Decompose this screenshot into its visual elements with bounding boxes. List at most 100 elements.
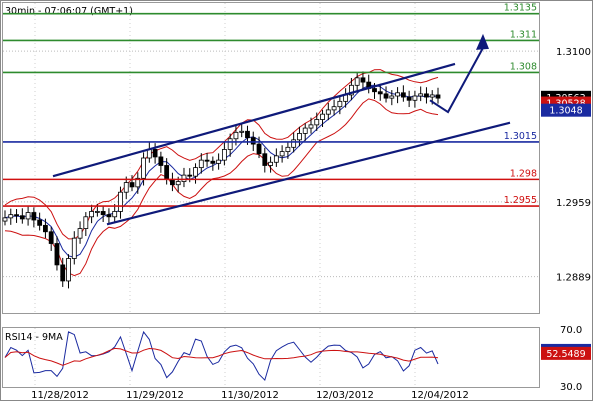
candle-body: [250, 137, 256, 145]
candle-body: [320, 113, 325, 120]
rsi-panel-frame: [2, 327, 540, 388]
candle-body: [354, 77, 360, 86]
level-label: 1.308: [510, 61, 537, 72]
candle-body: [129, 182, 135, 188]
candle-body: [94, 211, 100, 213]
candle-body: [400, 92, 406, 98]
candle-body: [435, 94, 441, 99]
rsi-tag-label: 52.5489: [546, 349, 585, 360]
price-tag-label: 1.3048: [549, 106, 582, 117]
price-axis: 1.3100 1.2959 1.2889: [556, 47, 591, 284]
candle-body: [418, 93, 424, 97]
level-label: 1.311: [510, 29, 537, 40]
candle-body: [314, 119, 320, 126]
candle-body: [66, 258, 71, 282]
price-tick-label: 1.2889: [556, 273, 591, 284]
candle-body: [71, 237, 77, 259]
rsi-axis: 70.0 30.0: [560, 325, 582, 393]
candle-body: [412, 95, 418, 101]
candle-body: [302, 127, 308, 134]
trend-channel: [52, 33, 511, 226]
candle-body: [187, 174, 193, 177]
time-axis: 11/28/2012 11/29/2012 11/30/2012 12/03/2012…: [31, 390, 469, 401]
candle-body: [429, 94, 435, 98]
candle-body: [383, 93, 389, 99]
candle-body: [262, 153, 268, 166]
candle-body: [2, 217, 8, 222]
candle-body: [360, 77, 366, 83]
candle-body: [210, 160, 216, 164]
candle-body: [331, 106, 337, 111]
candle-body: [256, 143, 262, 155]
candle-body: [77, 228, 83, 239]
time-tick-label: 11/28/2012: [31, 390, 89, 401]
candle-body: [297, 133, 302, 141]
candle-body: [279, 151, 285, 157]
chart-header: 30min - 07:06:07 (GMT+1): [5, 6, 133, 17]
time-tick-label: 11/29/2012: [126, 390, 184, 401]
candle-body: [8, 214, 14, 219]
price-tick-label: 1.3100: [556, 47, 591, 58]
candle-body: [348, 84, 354, 96]
projection-path: [429, 47, 484, 114]
candle-body: [406, 96, 412, 101]
moving-average: [4, 84, 439, 258]
candle-body: [325, 109, 331, 115]
grid-layer: [3, 3, 539, 387]
level-label: 1.2955: [504, 195, 537, 206]
candle-body: [193, 167, 198, 177]
rsi-tick-label: 30.0: [560, 382, 582, 393]
price-tags: 1.305631.305281.3048: [541, 90, 591, 117]
candle-body: [181, 174, 187, 182]
candle-body: [37, 219, 43, 226]
rsi-tick-label: 70.0: [560, 325, 582, 336]
price-tick-label: 1.2959: [556, 198, 591, 209]
candle-body: [43, 224, 48, 233]
candle-body: [60, 264, 66, 282]
candle-body: [389, 95, 395, 99]
candle-body: [291, 139, 297, 148]
candle-body: [106, 214, 112, 218]
candle-body: [118, 191, 123, 212]
rsi-ma-line: [4, 347, 439, 366]
candle-body: [377, 91, 383, 95]
candle-body: [268, 161, 273, 166]
candle-body: [233, 131, 239, 140]
candle-body: [100, 211, 106, 216]
projection-arrowhead: [476, 33, 489, 50]
candle-body: [31, 212, 37, 221]
candle-body: [152, 149, 158, 158]
rsi-series: 54.616552.5489: [4, 330, 591, 382]
candle-body: [204, 159, 210, 162]
candle-body: [83, 216, 89, 229]
time-tick-label: 11/30/2012: [221, 390, 279, 401]
candle-body: [25, 212, 31, 220]
channel-lower-line: [106, 121, 511, 226]
candle-body: [89, 211, 94, 218]
candle-body: [239, 130, 245, 133]
candle-body: [158, 156, 164, 166]
candle-body: [175, 181, 181, 186]
candle-body: [372, 88, 377, 93]
candle-body: [123, 182, 129, 193]
level-label: 1.3135: [504, 3, 537, 14]
lower-band: [4, 98, 439, 277]
time-tick-label: 12/04/2012: [411, 390, 469, 401]
candle-body: [14, 214, 19, 217]
candle-body: [395, 92, 400, 97]
candle-body: [141, 157, 146, 179]
rsi-line: [4, 330, 439, 382]
candle-body: [424, 93, 429, 98]
candle-body: [221, 149, 227, 161]
candle-body: [112, 211, 118, 218]
channel-upper-line: [52, 62, 456, 178]
candle-body: [216, 159, 222, 164]
candle-body: [273, 155, 279, 163]
candle-body: [19, 215, 25, 220]
time-tick-label: 12/03/2012: [316, 390, 374, 401]
level-label: 1.298: [510, 168, 537, 179]
rsi-tag: [541, 346, 591, 360]
level-label: 1.3015: [504, 131, 537, 142]
